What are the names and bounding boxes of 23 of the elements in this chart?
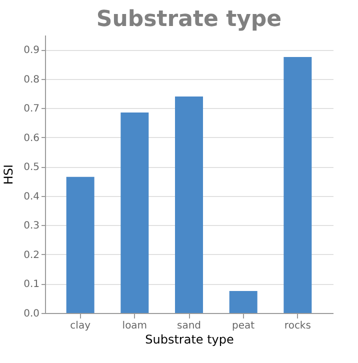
y-tick-label: 0.7 [24,104,40,115]
y-axis-title: HSI [2,164,16,185]
bar [229,291,258,313]
y-tick-label: 0.9 [24,45,40,56]
x-tick-label: clay [70,320,91,332]
y-tick-label: 0.1 [24,279,40,290]
x-tick-label: loam [122,320,148,332]
y-tick-label: 0.2 [24,250,40,261]
chart-title: Substrate type [96,7,282,32]
y-tick-label: 0.5 [24,162,40,174]
y-tick-label: 0.6 [24,132,40,144]
bar [66,176,94,313]
bar [175,96,203,313]
y-tick-label: 0.0 [24,308,40,320]
y-tick-label: 0.4 [24,191,40,202]
x-tick-label: rocks [284,320,311,332]
bar [284,56,312,313]
bar [120,112,149,313]
x-tick-label: sand [176,320,202,332]
y-tick-label: 0.3 [24,220,40,232]
y-tick-label: 0.8 [24,74,40,86]
x-axis-title: Substrate type [145,332,234,346]
x-tick-label: peat [232,320,255,332]
